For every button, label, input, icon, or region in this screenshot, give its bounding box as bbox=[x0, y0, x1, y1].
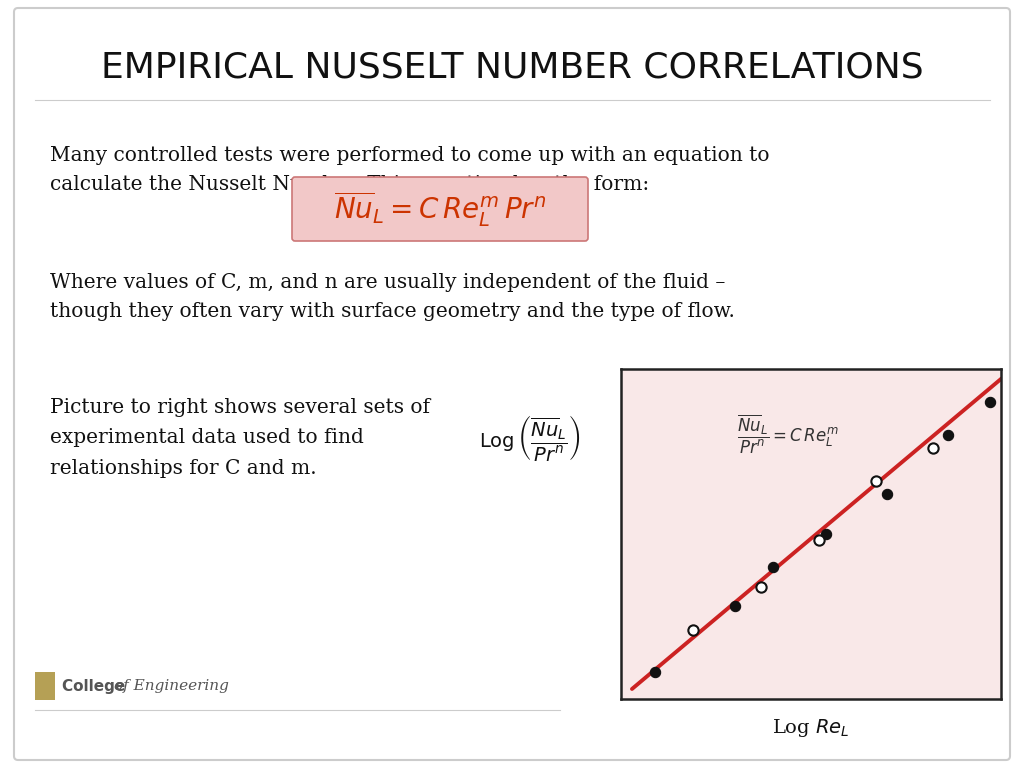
Text: $\dfrac{\overline{Nu}_L}{Pr^n} = C\,Re_L^m$: $\dfrac{\overline{Nu}_L}{Pr^n} = C\,Re_L… bbox=[737, 413, 840, 456]
Bar bbox=[35, 672, 55, 700]
Text: Where values of C, m, and n are usually independent of the fluid –
though they o: Where values of C, m, and n are usually … bbox=[50, 273, 735, 321]
Point bbox=[765, 561, 781, 573]
Point bbox=[818, 528, 835, 540]
Point bbox=[867, 475, 884, 487]
Text: $\mathrm{Log}\,\left(\dfrac{\overline{Nu}_L}{Pr^n}\right)$: $\mathrm{Log}\,\left(\dfrac{\overline{Nu… bbox=[479, 413, 581, 463]
Point bbox=[810, 535, 826, 547]
Text: Log $\mathit{Re}_L$: Log $\mathit{Re}_L$ bbox=[772, 717, 850, 739]
Text: Many controlled tests were performed to come up with an equation to
calculate th: Many controlled tests were performed to … bbox=[50, 146, 769, 194]
Text: College: College bbox=[62, 678, 130, 694]
Point bbox=[940, 429, 956, 441]
Point bbox=[685, 624, 701, 636]
Point bbox=[879, 488, 895, 500]
Point bbox=[982, 396, 998, 408]
Point bbox=[925, 442, 941, 454]
Point bbox=[754, 581, 770, 593]
Text: of Engineering: of Engineering bbox=[114, 679, 229, 693]
Point bbox=[727, 601, 743, 613]
Point bbox=[646, 667, 663, 679]
Text: EMPIRICAL NUSSELT NUMBER CORRELATIONS: EMPIRICAL NUSSELT NUMBER CORRELATIONS bbox=[100, 51, 924, 85]
Text: Picture to right shows several sets of
experimental data used to find
relationsh: Picture to right shows several sets of e… bbox=[50, 398, 430, 478]
FancyBboxPatch shape bbox=[292, 177, 588, 241]
FancyBboxPatch shape bbox=[14, 8, 1010, 760]
Text: $\overline{Nu}_L = C\,Re_L^m\,Pr^n$: $\overline{Nu}_L = C\,Re_L^m\,Pr^n$ bbox=[334, 189, 546, 229]
